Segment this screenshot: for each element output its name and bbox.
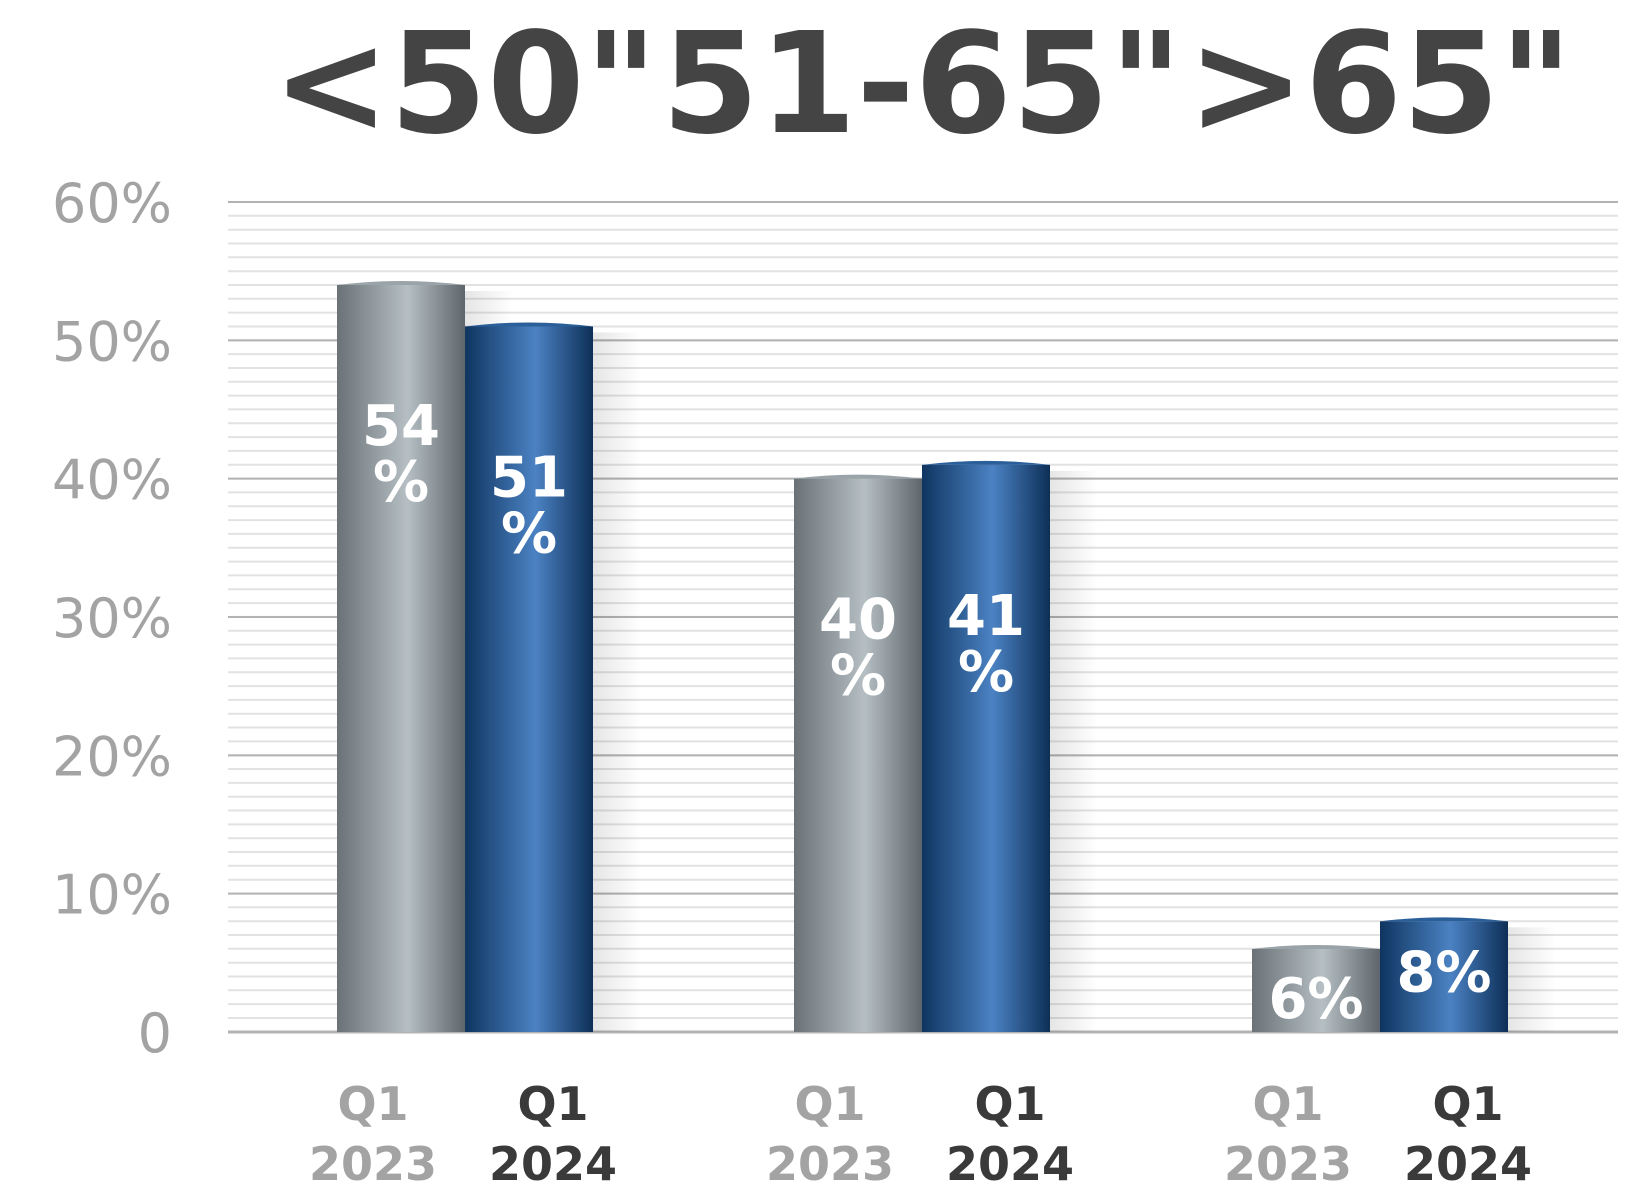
- bars: 54% 51%40%41%6% 8%: [337, 281, 1556, 1033]
- y-tick-label: 0: [138, 1002, 172, 1065]
- y-tick-label: 60%: [52, 172, 172, 235]
- y-axis: 0 10% 20% 30% 40% 50% 60%: [52, 172, 172, 1065]
- bar-value-label: %: [958, 640, 1014, 705]
- bar-shadow: [1050, 470, 1098, 1032]
- x-label-year: 2023: [309, 1137, 437, 1191]
- x-label-year: 2024: [1404, 1137, 1532, 1191]
- category-title: <50": [272, 3, 657, 166]
- bar-value-label: 40: [819, 588, 897, 653]
- x-label-quarter: Q1: [1432, 1077, 1503, 1131]
- x-label-year: 2023: [766, 1137, 894, 1191]
- bar-value-label: 8%: [1396, 940, 1491, 1005]
- bar-value-label: 54: [362, 394, 440, 459]
- x-label-year: 2024: [946, 1137, 1074, 1191]
- y-tick-label: 20%: [52, 725, 172, 788]
- bar-value-label: %: [501, 502, 557, 567]
- bar-shadow: [1508, 927, 1556, 1032]
- x-label-quarter: Q1: [517, 1077, 588, 1131]
- bar-cap: [1380, 917, 1508, 922]
- x-label-year: 2024: [489, 1137, 617, 1191]
- bar-cap: [337, 281, 465, 285]
- bar-value-label: 6%: [1268, 967, 1363, 1032]
- bar-value-label: 41: [947, 584, 1025, 649]
- y-tick-label: 10%: [52, 864, 172, 927]
- x-label-quarter: Q1: [974, 1077, 1045, 1131]
- category-title: 51-65": [662, 3, 1183, 166]
- x-label-quarter: Q1: [1252, 1077, 1323, 1131]
- bar-cap: [794, 474, 922, 479]
- x-label-year: 2023: [1224, 1137, 1352, 1191]
- x-label-quarter: Q1: [794, 1077, 865, 1131]
- bar-value-label: %: [830, 644, 886, 709]
- bar-value-label: %: [373, 450, 429, 515]
- x-axis-labels: Q1 2023 Q1 2024 Q1 2023 Q1 2024 Q1 2023 Q1 2024: [309, 1077, 1532, 1191]
- bar-cap: [1252, 945, 1380, 949]
- x-label-quarter: Q1: [337, 1077, 408, 1131]
- bar-cap: [922, 460, 1050, 465]
- bar: [465, 326, 593, 1032]
- bar: [337, 285, 465, 1032]
- category-title: >65": [1187, 3, 1572, 166]
- bar: [794, 478, 922, 1033]
- bar-cap: [465, 322, 593, 327]
- y-tick-label: 50%: [52, 310, 172, 373]
- bar: [1380, 921, 1508, 1032]
- y-tick-label: 40%: [52, 449, 172, 512]
- bar-value-label: 51: [490, 446, 568, 511]
- bar-shadow: [593, 332, 641, 1032]
- bar: [922, 464, 1050, 1032]
- category-titles: <50" 51-65" >65": [272, 3, 1572, 166]
- y-tick-label: 30%: [52, 587, 172, 650]
- bar: [1252, 949, 1380, 1032]
